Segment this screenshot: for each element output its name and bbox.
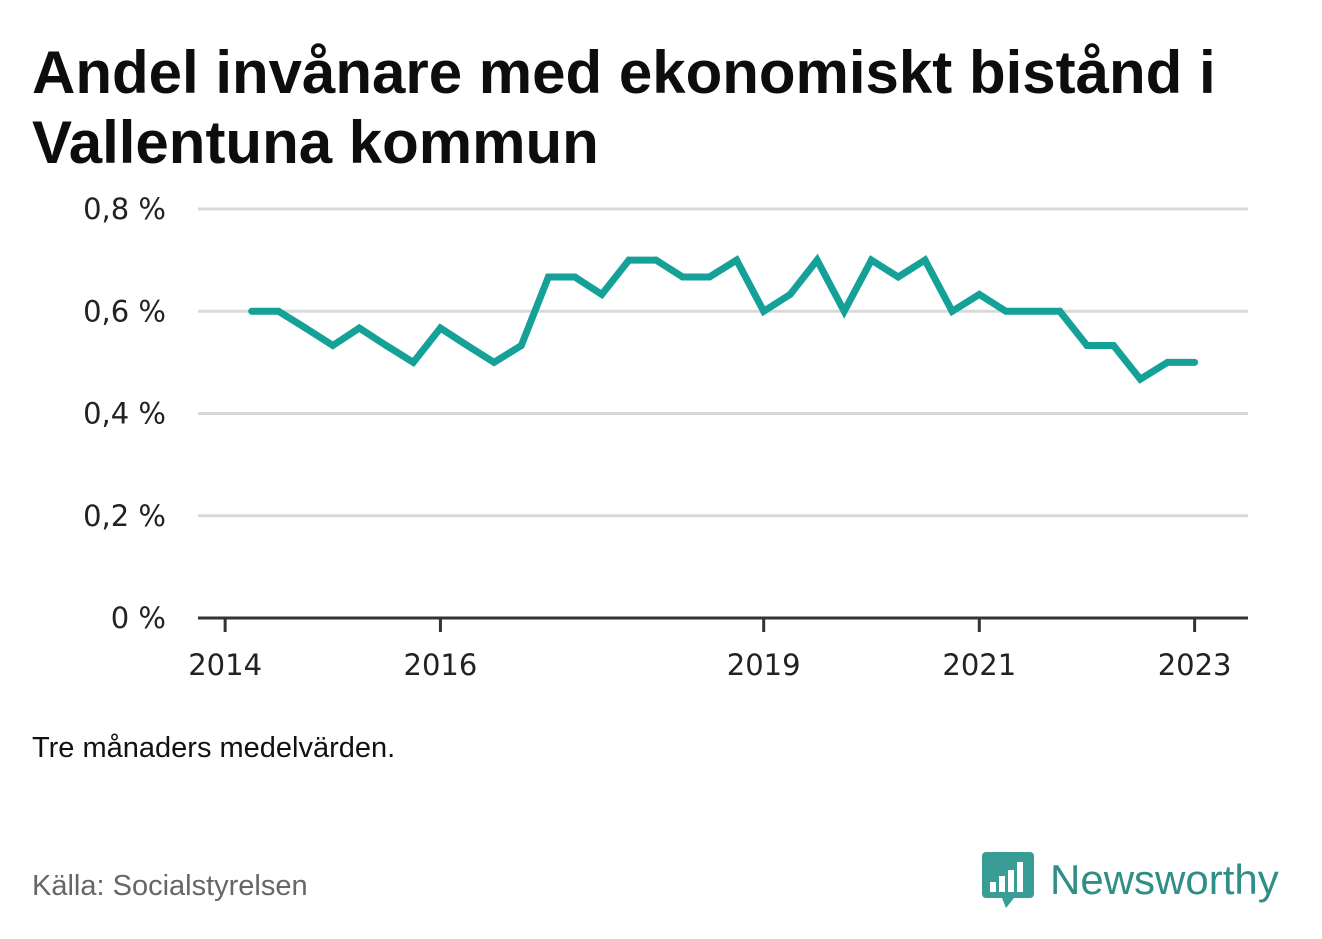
x-tick-label: 2023 [1158,648,1232,682]
series-layer [248,253,1199,384]
data-point [1056,307,1064,315]
data-point [409,358,417,366]
data-point [1083,342,1091,350]
x-tick-label: 2014 [188,648,262,682]
series-line [251,253,1195,384]
data-point [1110,342,1118,350]
data-point [786,290,794,298]
data-point [544,273,552,281]
data-point [894,273,902,281]
data-point [921,256,929,264]
x-axis-labels: 2014 2016 2019 2021 2023 [188,648,1231,682]
chart-note: Tre månaders medelvärden. [32,732,396,764]
data-point [382,342,390,350]
data-point [490,358,498,366]
data-point [598,290,606,298]
data-point [679,273,687,281]
data-point [813,256,821,264]
data-point [840,307,848,315]
data-point [1029,307,1037,315]
data-point [517,342,525,350]
x-axis [198,616,1248,632]
brand-logo: Newsworthy [980,850,1279,910]
y-tick-label: 0,6 % [83,294,166,328]
y-tick-label: 0,2 % [83,499,166,533]
data-point [652,256,660,264]
data-point [1136,375,1144,383]
data-point [275,307,283,315]
chart-title: Andel invånare med ekonomiskt bistånd i … [32,39,1216,176]
data-point [355,324,363,332]
y-tick-label: 0,8 % [83,192,166,226]
data-point [248,307,256,315]
data-point [329,342,337,350]
data-point [463,342,471,350]
x-tick-label: 2021 [942,648,1016,682]
x-tick-label: 2016 [404,648,478,682]
data-point [1163,358,1171,366]
data-point [625,256,633,264]
data-point [733,256,741,264]
data-point [760,307,768,315]
y-tick-label: 0,4 % [83,397,166,431]
data-point [1191,358,1199,366]
brand-name: Newsworthy [1050,856,1279,903]
x-tick-label: 2019 [727,648,801,682]
data-point [302,324,310,332]
data-point [975,290,983,298]
data-point [948,307,956,315]
newsworthy-logo-icon [982,852,1034,908]
data-point [705,273,713,281]
y-tick-label: 0 % [111,601,166,635]
data-point [436,324,444,332]
data-point [867,256,875,264]
y-axis-labels: 0 % 0,2 % 0,4 % 0,6 % 0,8 % [83,192,166,635]
data-point [1002,307,1010,315]
grid-lines [198,207,1248,518]
data-point [571,273,579,281]
source-credit: Källa: Socialstyrelsen [32,870,308,902]
